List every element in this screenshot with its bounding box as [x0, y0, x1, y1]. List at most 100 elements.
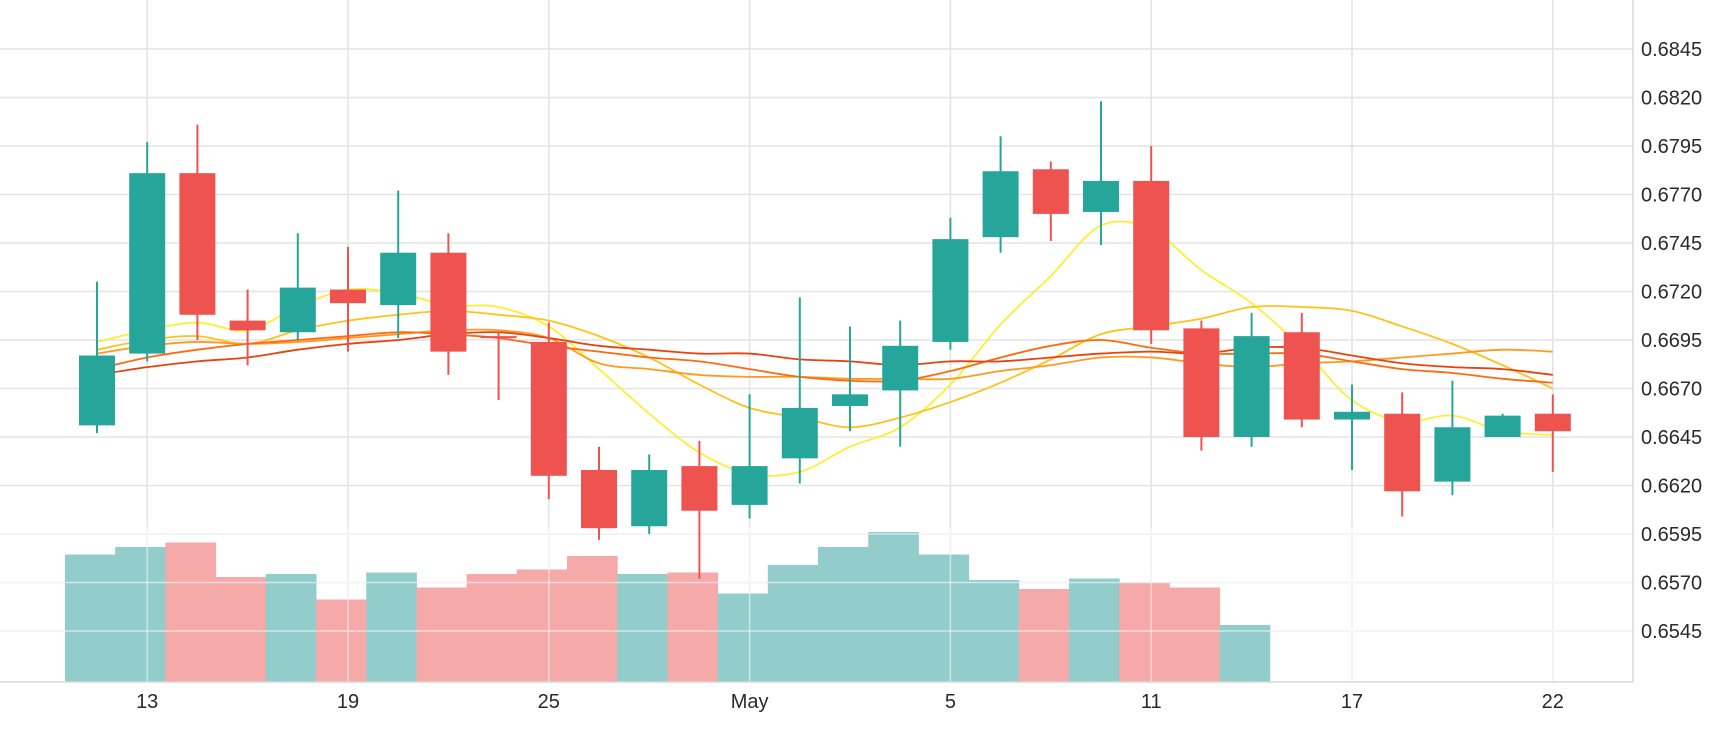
candle-body — [1183, 328, 1220, 437]
volume-bar — [1119, 583, 1170, 682]
candle-up — [932, 217, 969, 350]
volume-bars — [65, 532, 1271, 682]
y-tick-label: 0.6570 — [1641, 573, 1702, 595]
x-tick-label: 19 — [337, 691, 359, 713]
y-tick-label: 0.6820 — [1641, 88, 1702, 110]
candle-body — [279, 287, 316, 333]
volume-bar — [416, 587, 468, 682]
candle-up — [129, 142, 166, 362]
volume-bar — [717, 593, 769, 682]
candle-body — [882, 345, 919, 391]
y-tick-label: 0.6695 — [1641, 330, 1702, 352]
y-tick-label: 0.6720 — [1641, 282, 1702, 304]
y-tick-label: 0.6770 — [1641, 185, 1702, 207]
candle-up — [380, 190, 417, 339]
candle-body — [330, 289, 366, 304]
grid-lines-overlay — [0, 527, 1633, 682]
volume-bar — [265, 574, 317, 682]
candle-body — [681, 466, 718, 511]
candle-body — [179, 173, 216, 315]
volume-bar — [316, 599, 367, 682]
candle-up — [832, 326, 868, 432]
candle-up — [1083, 101, 1119, 245]
candle-up — [79, 281, 115, 434]
x-axis: 13 19 25 May 5 11 17 22 — [0, 681, 1633, 713]
candle-up — [631, 454, 668, 534]
candle-body — [731, 466, 768, 505]
x-tick-label: 5 — [945, 691, 956, 713]
candle-down — [681, 440, 718, 579]
candle-up — [279, 233, 316, 340]
y-axis: 0.6545 0.6570 0.6595 0.6620 0.6645 0.6670 0.66… — [1632, 0, 1702, 682]
candle-up — [882, 320, 919, 447]
y-tick-label: 0.6845 — [1641, 39, 1702, 61]
volume-bar — [1219, 625, 1271, 682]
volume-bar — [567, 556, 618, 682]
candle-down — [1032, 161, 1069, 242]
moving-average-line — [96, 328, 1553, 381]
candle-down — [1283, 312, 1320, 428]
candle-body — [1534, 413, 1571, 432]
candle-up — [1334, 384, 1370, 470]
candle-body — [1133, 180, 1170, 331]
y-tick-label: 0.6545 — [1641, 621, 1702, 643]
candle-down — [330, 246, 366, 352]
volume-bar — [1169, 587, 1221, 682]
candle-down — [1534, 394, 1571, 472]
candle-body — [229, 320, 266, 331]
volume-bar — [65, 554, 116, 682]
y-tick-label: 0.6595 — [1641, 524, 1702, 546]
candle-body — [530, 341, 567, 476]
candle-down — [430, 233, 467, 375]
y-tick-label: 0.6620 — [1641, 476, 1702, 498]
candle-body — [480, 336, 517, 339]
candle-up — [731, 394, 768, 519]
volume-bar — [1018, 589, 1070, 682]
candle-down — [229, 289, 266, 366]
volume-bar — [115, 547, 166, 682]
candle-body — [1233, 336, 1270, 437]
candle-down — [1384, 392, 1421, 517]
candle-body — [380, 252, 417, 306]
candle-down — [179, 124, 216, 340]
candle-down — [480, 332, 517, 401]
candle-body — [1334, 411, 1370, 420]
x-tick-label: May — [731, 691, 769, 713]
x-tick-label: 22 — [1542, 691, 1564, 713]
volume-bar — [366, 572, 417, 682]
x-tick-label: 17 — [1341, 691, 1363, 713]
candle-up — [781, 297, 818, 484]
moving-average-line — [96, 305, 1554, 429]
candle-down — [1183, 320, 1220, 451]
volume-bar — [667, 572, 719, 682]
candle-up — [1233, 312, 1270, 447]
candle-body — [932, 239, 969, 342]
y-tick-label: 0.6645 — [1641, 427, 1702, 449]
y-tick-label: 0.6745 — [1641, 233, 1702, 255]
candle-body — [129, 173, 166, 354]
candle-body — [430, 252, 467, 352]
candle-body — [832, 394, 868, 406]
candle-up — [1434, 380, 1471, 496]
volume-bar — [215, 577, 267, 682]
candle-down — [1133, 146, 1170, 344]
volume-bar — [165, 542, 217, 682]
candle-body — [1384, 413, 1421, 492]
volume-bar — [1069, 578, 1120, 682]
candle-body — [79, 355, 115, 426]
volume-bar — [818, 547, 869, 682]
volume-bar — [918, 554, 970, 682]
candle-up — [982, 136, 1019, 253]
x-tick-label: 25 — [538, 691, 560, 713]
candle-body — [982, 171, 1019, 238]
candle-up — [1484, 413, 1521, 437]
x-tick-label: 11 — [1141, 691, 1162, 713]
volume-bar — [516, 569, 568, 682]
candle-down — [530, 322, 567, 500]
candle-body — [581, 469, 617, 529]
candle-body — [1484, 415, 1521, 437]
candle-body — [1032, 169, 1069, 214]
y-tick-label: 0.6795 — [1641, 136, 1702, 158]
candle-body — [1283, 332, 1320, 420]
